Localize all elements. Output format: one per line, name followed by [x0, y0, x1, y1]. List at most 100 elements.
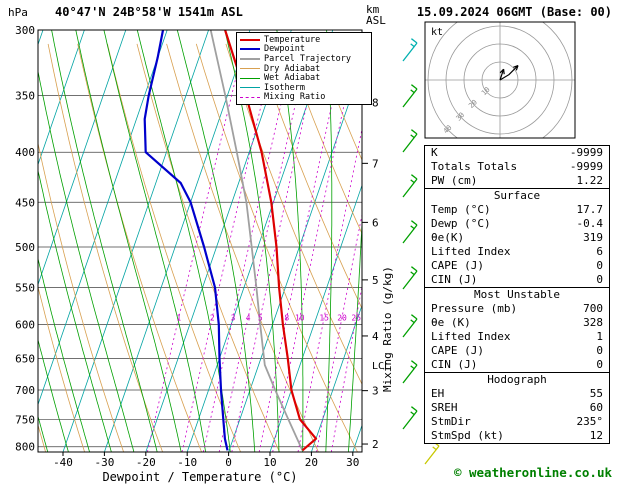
wet-adiabat-line — [103, 30, 206, 452]
dry-adiabat-line — [314, 43, 362, 161]
stat-label: CIN (J) — [431, 273, 478, 286]
wind-barb — [402, 129, 418, 153]
stat-row: θe(K) 319 — [425, 231, 609, 245]
hodograph-ring — [427, 22, 573, 138]
mixing-ratio-value-label: 1 — [176, 313, 181, 322]
wind-barb — [402, 360, 418, 384]
wind-barb — [402, 84, 418, 108]
legend: Temperature Dewpoint Parcel Trajectory Dry … — [236, 32, 372, 106]
hodograph-storm-vector — [499, 69, 505, 81]
hodograph-ring — [463, 43, 537, 117]
mixing-ratio-value-label: 8 — [284, 313, 289, 322]
wind-barb — [402, 38, 418, 62]
km-tick-label: 2 — [372, 438, 379, 451]
stat-value: 319 — [583, 231, 603, 244]
wet-adiabat-line — [38, 69, 135, 452]
dry-adiabat-line — [38, 285, 85, 452]
km-tick-label: 4 — [372, 330, 379, 343]
stat-label: CAPE (J) — [431, 344, 484, 357]
x-axis-label: Dewpoint / Temperature (°C) — [102, 470, 298, 484]
hodograph-ring — [445, 25, 555, 135]
stat-row: Lifted Index 1 — [425, 330, 609, 344]
pressure-tick-label: 650 — [15, 353, 35, 366]
mixing-ratio-value-label: 4 — [246, 313, 251, 322]
stat-row: θe (K) 328 — [425, 316, 609, 330]
stat-value: 235° — [576, 415, 604, 428]
hodograph-box — [424, 21, 576, 139]
mixing-ratio-line — [181, 43, 276, 452]
pressure-tick-label: 400 — [15, 146, 35, 159]
stat-row: K -9999 — [425, 146, 609, 160]
legend-item: Dry Adiabat — [240, 64, 368, 74]
stat-label: SREH — [431, 401, 458, 414]
pressure-tick-label: 700 — [15, 384, 35, 397]
wind-barb — [402, 406, 418, 430]
stat-value: 0 — [596, 358, 603, 371]
hodograph-ring — [481, 61, 519, 99]
hodograph-ring-label: 20 — [467, 98, 479, 110]
wet-adiabat-line — [276, 30, 304, 452]
wet-adiabat-line — [38, 257, 90, 452]
stat-label: StmDir — [431, 415, 471, 428]
legend-label: Dry Adiabat — [264, 63, 321, 74]
dry-adiabat-line — [77, 43, 202, 452]
stat-label: Lifted Index — [431, 245, 511, 258]
stat-row: CIN (J) 0 — [425, 358, 609, 372]
copyright-link[interactable]: © weatheronline.co.uk — [453, 465, 612, 480]
wind-barb — [402, 220, 418, 244]
plot-border — [37, 29, 363, 453]
mixing-ratio-line — [203, 43, 296, 452]
wet-adiabat-line — [38, 338, 69, 452]
dry-adiabat-line — [284, 43, 362, 235]
wet-adiabat-line — [325, 30, 333, 452]
stat-value: 1 — [596, 330, 603, 343]
dry-adiabat-line — [47, 43, 163, 452]
wet-adiabat-line — [51, 30, 158, 452]
legend-item: Mixing Ratio — [240, 92, 368, 103]
wind-barb — [402, 266, 418, 290]
wet-adiabat-line — [75, 30, 182, 452]
stat-row: EH 55 — [425, 387, 609, 401]
hodograph-unit-label: kt — [431, 27, 443, 38]
stat-value: 0 — [596, 344, 603, 357]
legend-label: Mixing Ratio — [264, 92, 326, 103]
mixing-ratio-value-label: 20 — [337, 313, 347, 322]
stat-value: 0 — [596, 273, 603, 286]
legend-label: Parcel Trajectory — [264, 53, 351, 64]
dry-adiabat-line — [166, 43, 319, 452]
legend-line-swatch — [240, 57, 260, 60]
stat-row: CAPE (J) 0 — [425, 344, 609, 358]
altitude-axis-unit-km: km — [366, 3, 380, 16]
lcl-label: LCL — [372, 361, 390, 372]
pressure-tick-label: 450 — [15, 196, 35, 209]
legend-label: Dewpoint — [264, 44, 305, 55]
stat-value: 12 — [589, 429, 603, 442]
legend-item: Wet Adiabat — [240, 73, 368, 83]
chart-title: 40°47'N 24B°58'W 1541m ASL — [55, 5, 243, 19]
temperature-curve — [224, 30, 318, 452]
wind-barb — [402, 314, 418, 338]
pressure-tick-label: 750 — [15, 413, 35, 426]
legend-line-swatch — [240, 48, 260, 51]
stat-value: 6 — [596, 245, 603, 258]
wet-adiabat-line — [348, 216, 362, 452]
stats-panel: K -9999 Totals Totals -9999 PW (cm) 1.22 Surfa… — [424, 145, 610, 444]
stat-value: 60 — [589, 401, 603, 414]
legend-label: Temperature — [264, 34, 321, 45]
pressure-tick-label: 550 — [15, 282, 35, 295]
stat-value: 700 — [583, 302, 603, 315]
mixing-ratio-value-label: 3 — [231, 313, 236, 322]
stat-label: PW (cm) — [431, 174, 478, 187]
stat-label: K — [431, 146, 438, 159]
pressure-tick-label: 350 — [15, 89, 35, 102]
stat-row: Lifted Index 6 — [425, 245, 609, 259]
mixing-ratio-value-label: 2 — [210, 313, 215, 322]
hodograph-ring-label: 30 — [455, 111, 467, 123]
stat-label: Dewp (°C) — [431, 217, 491, 230]
legend-line-swatch — [240, 68, 260, 70]
stat-row: CAPE (J) 0 — [425, 259, 609, 273]
pressure-tick-label: 800 — [15, 441, 35, 454]
x-tick-label: 20 — [305, 456, 318, 469]
datetime-label: 15.09.2024 06GMT (Base: 00) — [416, 5, 612, 19]
stat-label: StmSpd (kt) — [431, 429, 504, 442]
